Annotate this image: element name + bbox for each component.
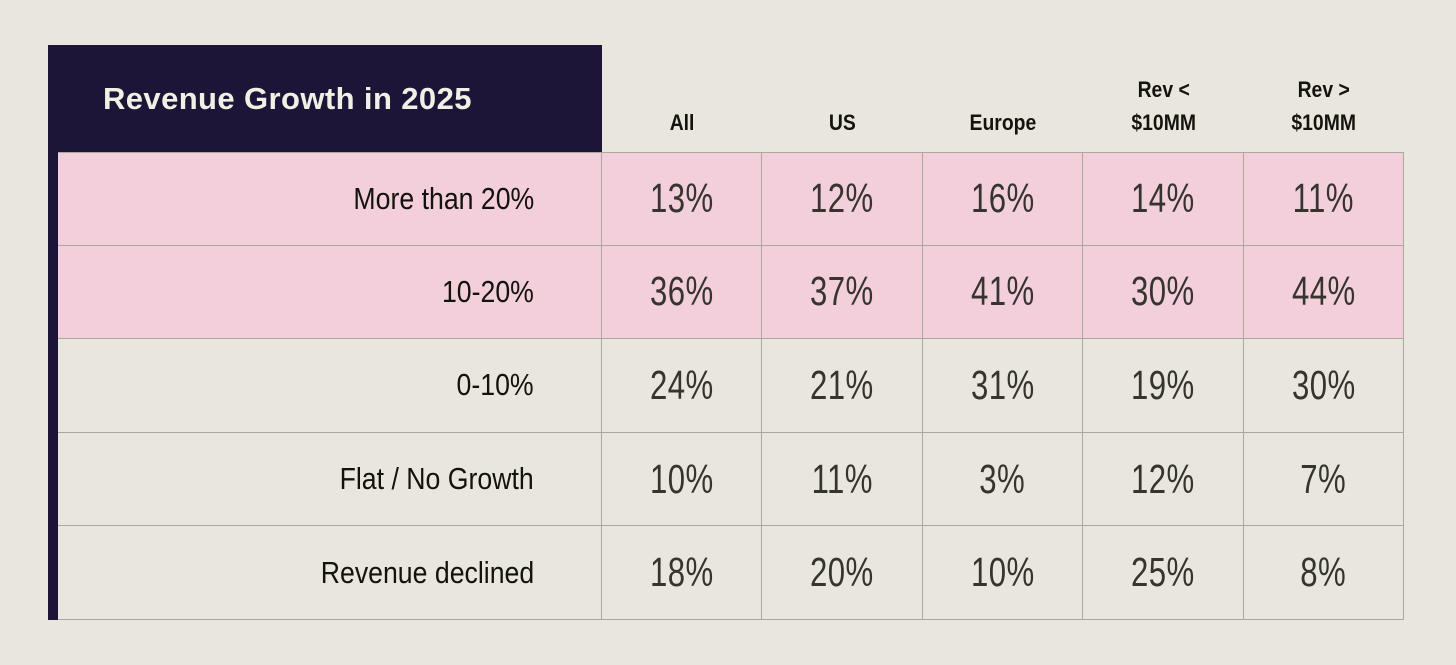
column-header-top: Rev >	[1297, 77, 1350, 102]
data-cell: 13%	[602, 152, 763, 246]
data-cell: 8%	[1243, 526, 1404, 620]
column-header-label: US	[829, 110, 857, 135]
data-cell: 10%	[922, 526, 1084, 620]
data-cell: 30%	[1243, 339, 1404, 433]
row-label: Revenue declined	[58, 526, 602, 620]
data-cell: 41%	[922, 245, 1084, 340]
data-cell: 30%	[1083, 245, 1244, 340]
data-cell: 11%	[1243, 152, 1404, 246]
table-title: Revenue Growth in 2025	[103, 80, 472, 116]
data-cell: 16%	[922, 152, 1084, 246]
column-header-label: $10MM	[1291, 110, 1357, 135]
data-cell: 37%	[762, 245, 923, 340]
column-header-label: Europe	[969, 110, 1037, 135]
row-label: Flat / No Growth	[58, 432, 602, 527]
data-cell: 7%	[1243, 432, 1404, 527]
data-cell: 21%	[762, 339, 923, 433]
data-cell: 12%	[762, 152, 923, 246]
data-cell: 24%	[602, 339, 763, 433]
revenue-growth-table: Revenue Growth in 2025 All US Europe Rev…	[48, 45, 1404, 620]
row-label: More than 20%	[58, 152, 602, 246]
data-cell: 11%	[762, 432, 923, 527]
data-cell: 14%	[1083, 152, 1244, 246]
column-header-top: Rev <	[1137, 77, 1190, 102]
data-cell: 12%	[1083, 432, 1244, 527]
data-cell: 10%	[602, 432, 763, 527]
data-cell: 3%	[922, 432, 1084, 527]
column-header-us: US	[762, 45, 922, 152]
row-label: 10-20%	[58, 245, 602, 340]
row-label: 0-10%	[58, 339, 602, 433]
column-header-label: All	[669, 110, 695, 135]
column-header-rev-under-10mm: Rev < $10MM	[1083, 45, 1243, 152]
data-cell: 25%	[1083, 526, 1244, 620]
left-accent-bar	[48, 45, 58, 620]
column-header-rev-over-10mm: Rev > $10MM	[1244, 45, 1404, 152]
data-cell: 44%	[1243, 245, 1404, 340]
table-title-cell: Revenue Growth in 2025	[58, 45, 602, 152]
data-cell: 19%	[1083, 339, 1244, 433]
data-cell: 20%	[762, 526, 923, 620]
data-cell: 36%	[602, 245, 763, 340]
column-header-label: $10MM	[1131, 110, 1196, 135]
column-header-europe: Europe	[923, 45, 1083, 152]
data-cell: 31%	[922, 339, 1084, 433]
data-cell: 18%	[602, 526, 763, 620]
column-header-all: All	[602, 45, 762, 152]
